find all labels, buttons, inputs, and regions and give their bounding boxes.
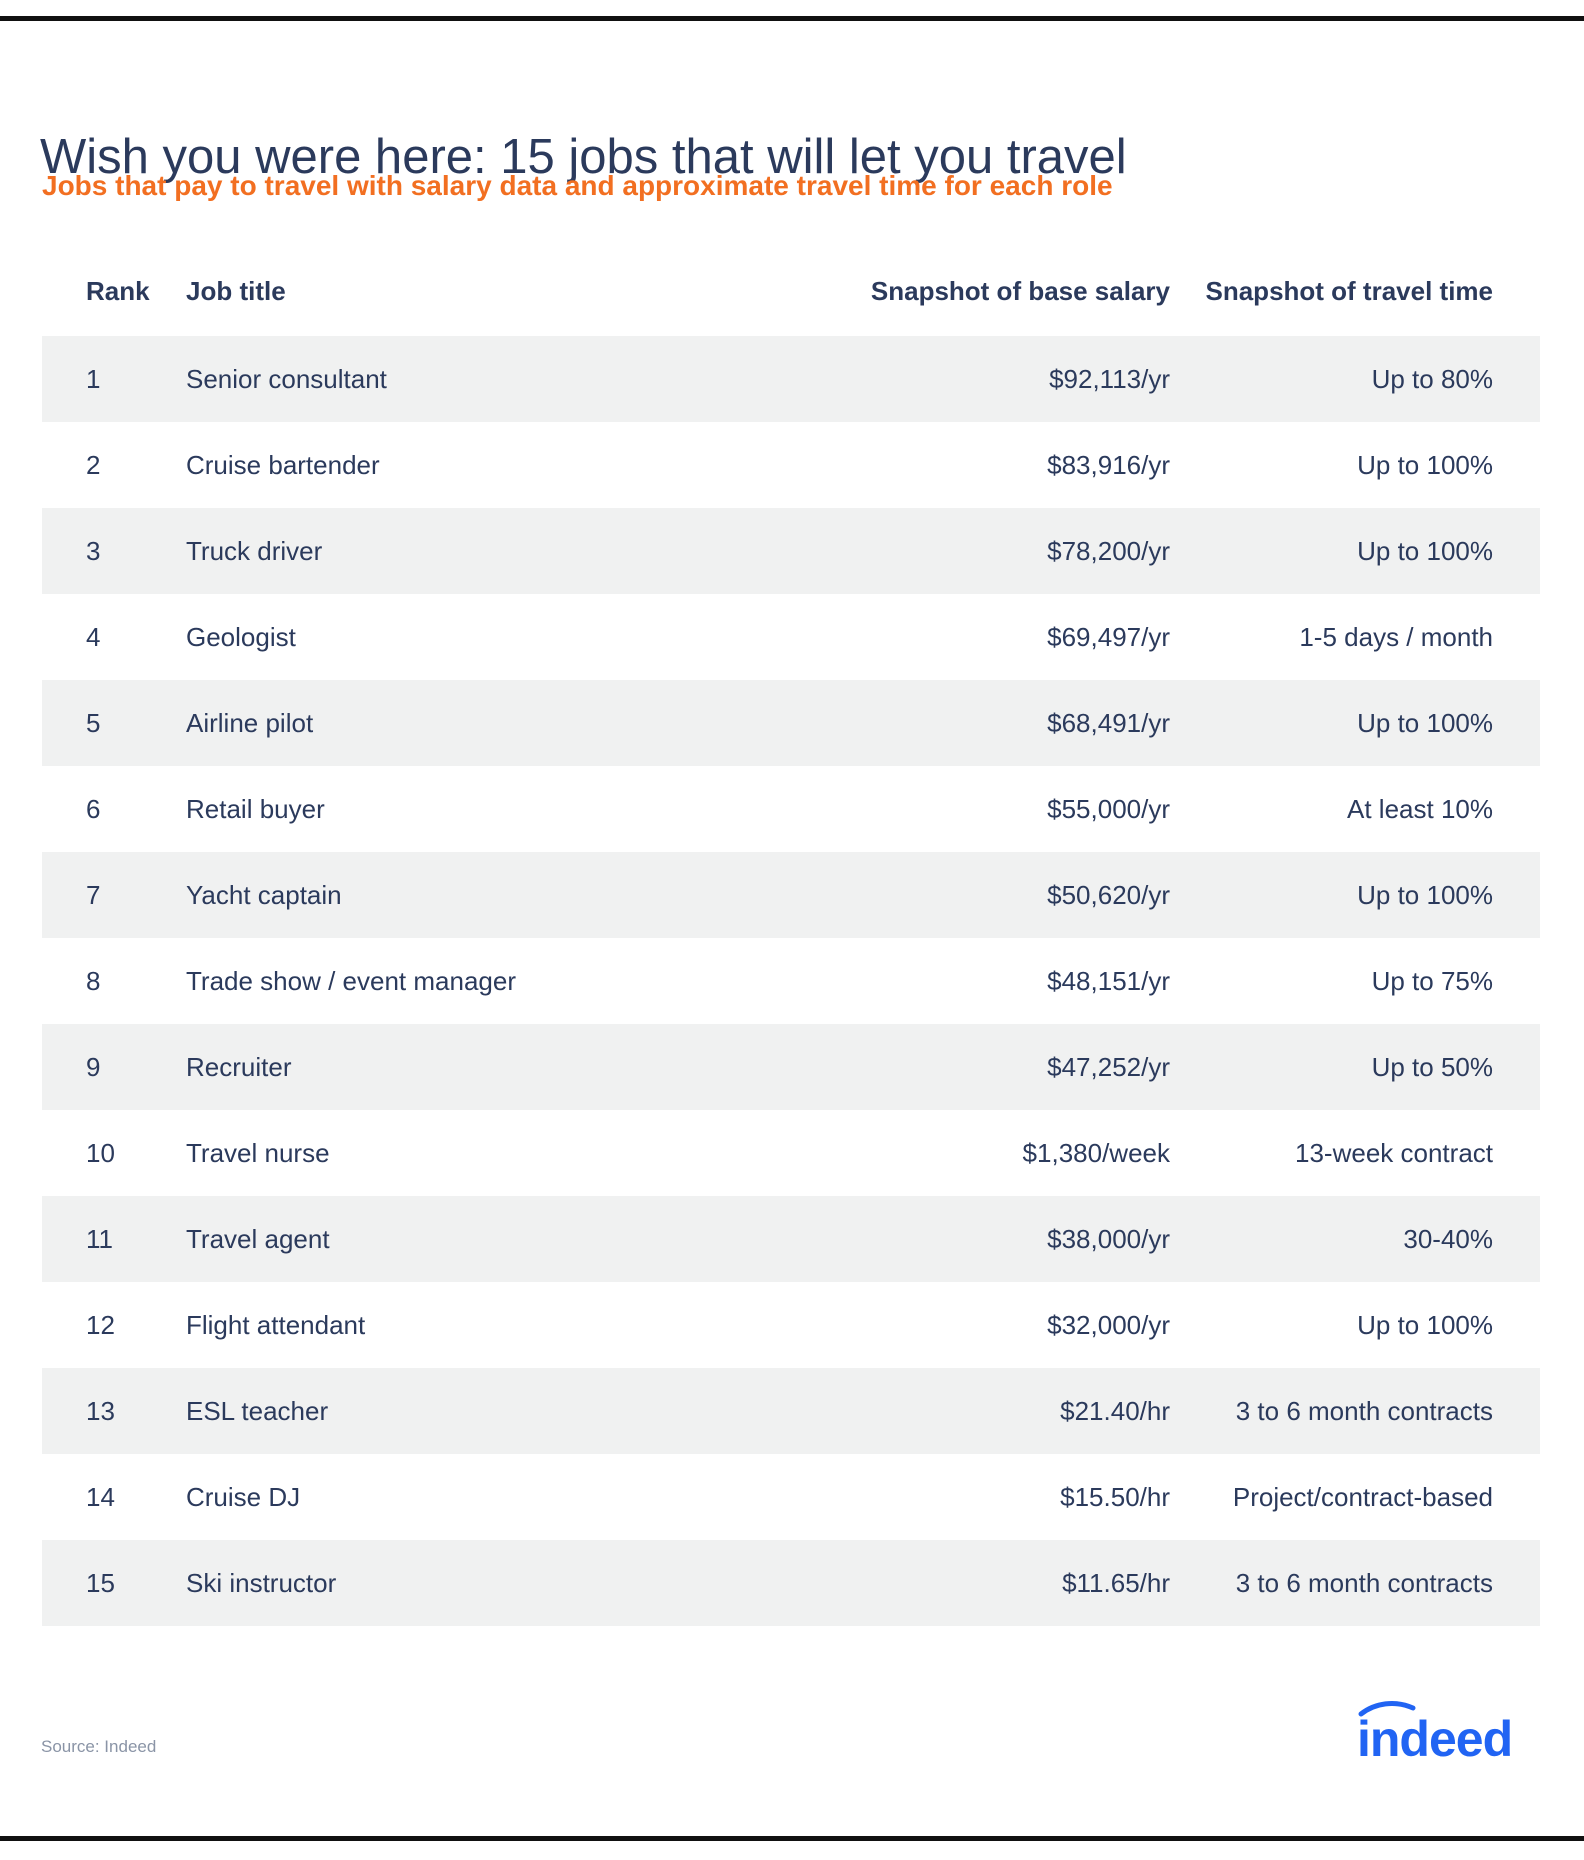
cell-travel-time: 3 to 6 month contracts bbox=[1235, 1395, 1493, 1426]
cell-rank: 6 bbox=[86, 793, 101, 824]
cell-travel-time: 3 to 6 month contracts bbox=[1235, 1567, 1493, 1598]
cell-rank: 8 bbox=[86, 965, 101, 996]
source-note: Source: Indeed bbox=[41, 1737, 157, 1756]
cell-rank: 7 bbox=[86, 879, 101, 910]
table-row: 14 Cruise DJ $15.50/hr Project/contract-bas… bbox=[42, 1454, 1540, 1540]
cell-rank: 12 bbox=[86, 1309, 115, 1340]
cell-job-title: Geologist bbox=[186, 621, 296, 652]
cell-rank: 1 bbox=[86, 363, 101, 394]
cell-salary: $11.65/hr bbox=[1062, 1567, 1170, 1598]
page-title: Wish you were here: 15 jobs that will le… bbox=[40, 129, 1127, 184]
column-header-salary: Snapshot of base salary bbox=[870, 275, 1170, 306]
top-border bbox=[0, 16, 1584, 21]
cell-rank: 9 bbox=[86, 1051, 101, 1082]
table-row: 3 Truck driver $78,200/yr Up to 100% bbox=[42, 508, 1540, 594]
cell-rank: 10 bbox=[86, 1137, 115, 1168]
indeed-logo: indeed bbox=[1357, 1700, 1513, 1762]
cell-travel-time: 13-week contract bbox=[1295, 1137, 1493, 1168]
table-row: 5 Airline pilot $68,491/yr Up to 100% bbox=[42, 680, 1540, 766]
cell-travel-time: 30-40% bbox=[1403, 1223, 1493, 1254]
cell-travel-time: Up to 100% bbox=[1357, 707, 1493, 738]
cell-job-title: Cruise DJ bbox=[186, 1481, 301, 1512]
cell-job-title: Yacht captain bbox=[186, 879, 342, 910]
cell-job-title: Travel agent bbox=[186, 1223, 330, 1254]
cell-job-title: Recruiter bbox=[186, 1051, 292, 1082]
table-row: 4 Geologist $69,497/yr 1-5 days / month bbox=[42, 594, 1540, 680]
cell-salary: $50,620/yr bbox=[1047, 879, 1170, 910]
cell-salary: $1,380/week bbox=[1022, 1137, 1170, 1168]
table-row: 8 Trade show / event manager $48,151/yr Up … bbox=[42, 938, 1540, 1024]
cell-salary: $15.50/hr bbox=[1060, 1481, 1170, 1512]
logo-text: indeed bbox=[1357, 1711, 1512, 1762]
cell-job-title: Airline pilot bbox=[186, 707, 314, 738]
cell-travel-time: Up to 100% bbox=[1357, 449, 1493, 480]
cell-travel-time: Up to 100% bbox=[1357, 535, 1493, 566]
jobs-table: Rank Job title Snapshot of base salary S… bbox=[42, 246, 1540, 1626]
table-row: 13 ESL teacher $21.40/hr 3 to 6 month contr… bbox=[42, 1368, 1540, 1454]
cell-job-title: Flight attendant bbox=[186, 1309, 366, 1340]
table-row: 9 Recruiter $47,252/yr Up to 50% bbox=[42, 1024, 1540, 1110]
cell-rank: 14 bbox=[86, 1481, 115, 1512]
cell-salary: $21.40/hr bbox=[1060, 1395, 1170, 1426]
table-row: 7 Yacht captain $50,620/yr Up to 100% bbox=[42, 852, 1540, 938]
cell-rank: 4 bbox=[86, 621, 101, 652]
cell-rank: 5 bbox=[86, 707, 101, 738]
table-body: 1 Senior consultant $92,113/yr Up to 80% 2 Cr… bbox=[42, 336, 1540, 1626]
cell-job-title: Senior consultant bbox=[186, 363, 387, 394]
cell-salary: $69,497/yr bbox=[1047, 621, 1170, 652]
cell-rank: 3 bbox=[86, 535, 101, 566]
cell-travel-time: Project/contract-based bbox=[1232, 1481, 1493, 1512]
cell-job-title: Truck driver bbox=[186, 535, 323, 566]
cell-salary: $47,252/yr bbox=[1047, 1051, 1170, 1082]
table-row: 10 Travel nurse $1,380/week 13-week contrac… bbox=[42, 1110, 1540, 1196]
cell-salary: $78,200/yr bbox=[1047, 535, 1170, 566]
column-header-job-title: Job title bbox=[186, 275, 286, 306]
column-header-rank: Rank bbox=[86, 275, 150, 306]
cell-travel-time: Up to 100% bbox=[1357, 879, 1493, 910]
cell-rank: 11 bbox=[86, 1223, 113, 1254]
cell-travel-time: Up to 80% bbox=[1371, 363, 1493, 394]
cell-job-title: Ski instructor bbox=[186, 1567, 337, 1598]
table-header: Rank Job title Snapshot of base salary S… bbox=[42, 246, 1540, 336]
table-row: 12 Flight attendant $32,000/yr Up to 100% bbox=[42, 1282, 1540, 1368]
table-row: 2 Cruise bartender $83,916/yr Up to 100% bbox=[42, 422, 1540, 508]
cell-job-title: ESL teacher bbox=[186, 1395, 329, 1426]
cell-travel-time: At least 10% bbox=[1347, 793, 1493, 824]
cell-salary: $83,916/yr bbox=[1047, 449, 1170, 480]
cell-travel-time: Up to 100% bbox=[1357, 1309, 1493, 1340]
cell-travel-time: Up to 50% bbox=[1371, 1051, 1493, 1082]
table-row: 6 Retail buyer $55,000/yr At least 10% bbox=[42, 766, 1540, 852]
page-subtitle: Jobs that pay to travel with salary data… bbox=[42, 170, 1113, 201]
cell-salary: $55,000/yr bbox=[1047, 793, 1170, 824]
table-row: 1 Senior consultant $92,113/yr Up to 80% bbox=[42, 336, 1540, 422]
cell-salary: $68,491/yr bbox=[1047, 707, 1170, 738]
cell-salary: $48,151/yr bbox=[1047, 965, 1170, 996]
cell-salary: $38,000/yr bbox=[1047, 1223, 1170, 1254]
cell-salary: $32,000/yr bbox=[1047, 1309, 1170, 1340]
cell-rank: 13 bbox=[86, 1395, 115, 1426]
cell-travel-time: Up to 75% bbox=[1371, 965, 1493, 996]
column-header-travel-time: Snapshot of travel time bbox=[1205, 275, 1494, 306]
cell-rank: 15 bbox=[86, 1567, 115, 1598]
cell-job-title: Travel nurse bbox=[186, 1137, 330, 1168]
cell-job-title: Retail buyer bbox=[186, 793, 325, 824]
cell-salary: $92,113/yr bbox=[1049, 363, 1170, 394]
cell-job-title: Cruise bartender bbox=[186, 449, 380, 480]
cell-travel-time: 1-5 days / month bbox=[1299, 621, 1493, 652]
table-row: 11 Travel agent $38,000/yr 30-40% bbox=[42, 1196, 1540, 1282]
table-row: 15 Ski instructor $11.65/hr 3 to 6 month co… bbox=[42, 1540, 1540, 1626]
bottom-border bbox=[0, 1836, 1584, 1841]
cell-rank: 2 bbox=[86, 449, 101, 480]
cell-job-title: Trade show / event manager bbox=[186, 965, 516, 996]
